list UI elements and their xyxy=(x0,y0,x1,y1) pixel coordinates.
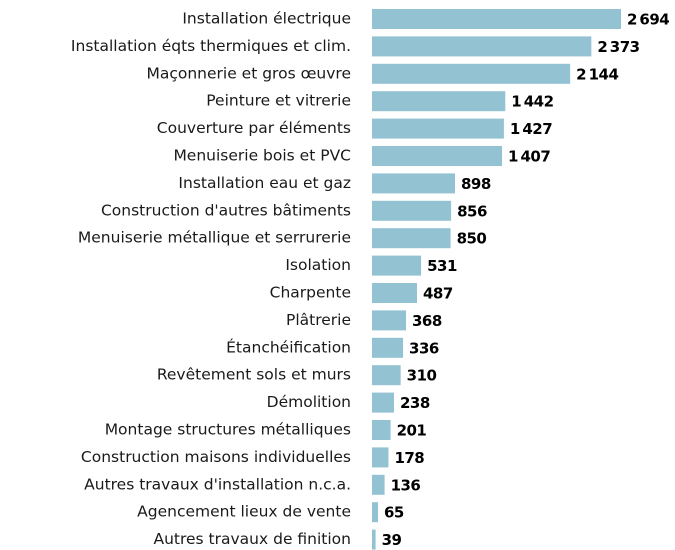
value-label: 850 xyxy=(457,230,487,248)
bar xyxy=(372,529,376,550)
bar xyxy=(372,173,455,194)
bar xyxy=(372,118,504,139)
category-label: Menuiserie bois et PVC xyxy=(173,147,351,165)
category-label: Installation éqts thermiques et clim. xyxy=(71,37,351,55)
bar xyxy=(372,283,418,303)
value-label: 1 427 xyxy=(510,120,552,138)
category-label: Construction d'autres bâtiments xyxy=(101,201,351,219)
category-label: Installation électrique xyxy=(182,10,351,28)
value-label: 65 xyxy=(384,504,404,522)
bar xyxy=(372,91,506,112)
category-label: Revêtement sols et murs xyxy=(157,366,351,384)
value-label: 2 694 xyxy=(627,11,669,29)
value-label: 201 xyxy=(397,422,427,440)
value-label: 136 xyxy=(391,476,421,494)
category-label: Plâtrerie xyxy=(286,311,351,329)
value-label: 2 373 xyxy=(597,38,639,56)
value-label: 856 xyxy=(457,202,487,220)
bar xyxy=(372,63,571,84)
bar xyxy=(372,392,394,413)
value-label: 368 xyxy=(412,312,442,330)
category-label: Maçonnerie et gros œuvre xyxy=(146,64,351,82)
value-label: 1 442 xyxy=(511,93,553,111)
category-label: Isolation xyxy=(285,256,351,274)
category-label: Étanchéification xyxy=(226,337,351,356)
bar xyxy=(372,9,621,29)
value-label: 531 xyxy=(427,257,457,275)
value-label: 39 xyxy=(382,531,402,549)
bar xyxy=(372,502,379,523)
bar xyxy=(372,420,391,440)
value-label: 898 xyxy=(461,175,491,193)
category-label: Charpente xyxy=(270,284,351,302)
bar xyxy=(372,447,389,468)
bar xyxy=(372,36,592,57)
category-label: Autres travaux de finition xyxy=(153,530,351,548)
category-label: Couverture par éléments xyxy=(157,119,351,137)
category-label: Peinture et vitrerie xyxy=(206,92,351,110)
bar xyxy=(372,310,407,331)
category-label: Démolition xyxy=(267,393,351,411)
value-label: 238 xyxy=(400,394,430,412)
value-label: 336 xyxy=(409,339,439,357)
bar xyxy=(372,365,401,386)
value-label: 2 144 xyxy=(576,65,618,83)
value-label: 310 xyxy=(407,367,437,385)
category-label: Agencement lieux de vente xyxy=(137,503,351,521)
value-label: 1 407 xyxy=(508,148,550,166)
bar xyxy=(372,146,503,166)
bar xyxy=(372,200,452,221)
bar xyxy=(372,474,385,495)
category-label: Construction maisons individuelles xyxy=(81,448,351,466)
category-label: Menuiserie métallique et serrurerie xyxy=(78,229,351,247)
category-label: Montage structures métalliques xyxy=(105,421,351,439)
bar xyxy=(372,228,451,249)
value-label: 178 xyxy=(394,449,424,467)
bar xyxy=(372,337,404,358)
bar xyxy=(372,255,422,276)
value-label: 487 xyxy=(423,285,453,303)
category-label: Installation eau et gaz xyxy=(178,174,351,192)
category-label: Autres travaux d'installation n.c.a. xyxy=(84,475,351,493)
